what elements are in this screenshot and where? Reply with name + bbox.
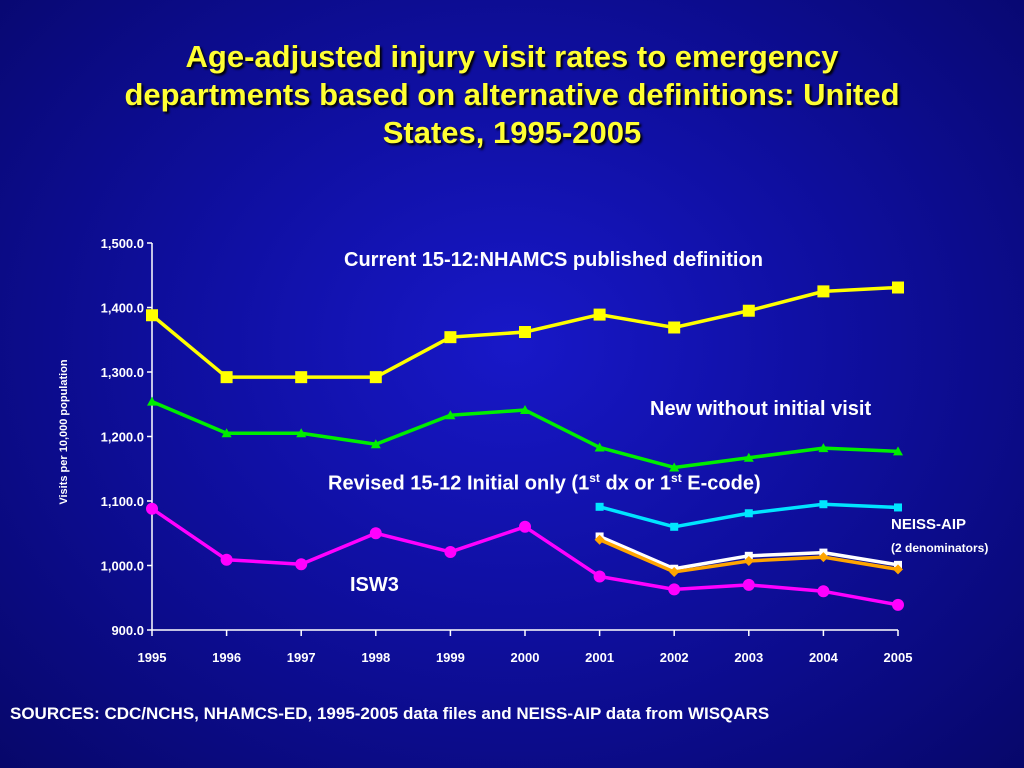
data-point [893, 564, 903, 575]
revised-sup-2: st [671, 471, 682, 485]
chart-axes: 900.0 1,000.0 1,100.0 1,200.0 1,300.0 1,400.0… [101, 236, 913, 665]
page-title: Age-adjusted injury visit rates to emerg… [60, 38, 964, 152]
data-point [669, 462, 680, 472]
data-point [593, 308, 606, 321]
data-point [370, 439, 381, 449]
data-point [817, 585, 830, 598]
data-point [296, 428, 307, 438]
data-point [669, 566, 680, 577]
data-point [742, 304, 755, 317]
series-2 [147, 396, 903, 472]
series-3 [146, 502, 904, 611]
data-point [147, 396, 157, 406]
y-tick-label: 1,400.0 [101, 301, 144, 316]
chart-series [146, 281, 904, 611]
data-point [818, 552, 829, 563]
data-point [444, 331, 457, 344]
revised-text-3: E-code) [681, 472, 761, 495]
y-axis-label: Visits per 10,000 population [58, 359, 70, 505]
series-4 [595, 500, 902, 531]
data-point [894, 503, 902, 512]
x-tick-label: 1996 [212, 650, 241, 665]
data-point [893, 446, 903, 456]
y-tick-label: 900.0 [111, 623, 144, 638]
y-tick-label: 1,200.0 [101, 430, 144, 445]
data-point [818, 443, 829, 453]
sources-footnote: SOURCES: CDC/NCHS, NHAMCS-ED, 1995-2005 … [10, 704, 770, 723]
x-tick-label: 1995 [138, 650, 167, 665]
data-point [146, 502, 158, 515]
title-line-1: Age-adjusted injury visit rates to emerg… [185, 39, 839, 74]
y-tick-label: 1,100.0 [101, 494, 144, 509]
data-point [593, 570, 606, 583]
data-point [445, 410, 456, 420]
y-tick-label: 1,500.0 [101, 236, 144, 251]
data-point [595, 502, 604, 511]
data-point [892, 281, 904, 294]
revised-text-2: dx or 1 [599, 472, 672, 495]
revised-text-1: Revised 15-12 Initial only (1 [328, 472, 590, 495]
data-point [744, 509, 753, 518]
series-6 [594, 534, 903, 577]
data-point [594, 534, 605, 545]
x-tick-label: 2004 [809, 650, 839, 665]
data-point [819, 500, 828, 509]
x-tick-label: 2002 [660, 650, 689, 665]
y-tick-label: 1,000.0 [101, 559, 144, 574]
data-point [668, 583, 681, 596]
label-current-definition: Current 15-12:NHAMCS published definitio… [344, 249, 763, 271]
data-point [892, 598, 904, 611]
title-line-2: departments based on alternative definit… [124, 77, 900, 112]
data-point [668, 321, 681, 334]
label-isw3: ISW3 [350, 574, 399, 596]
x-tick-label: 1999 [436, 650, 465, 665]
x-tick-label: 2001 [585, 650, 614, 665]
x-tick-label: 2003 [734, 650, 763, 665]
data-point [594, 442, 605, 452]
x-tick-label: 2000 [511, 650, 540, 665]
x-tick-label: 1998 [361, 650, 390, 665]
data-point [221, 428, 232, 438]
revised-sup-1: st [589, 471, 600, 485]
data-point [220, 371, 233, 384]
data-point [742, 578, 755, 591]
data-point [519, 326, 531, 339]
data-point [670, 522, 679, 531]
title-line-3: States, 1995-2005 [382, 115, 642, 150]
data-point [743, 452, 754, 462]
data-point [146, 309, 158, 322]
data-point [444, 545, 457, 558]
series-1 [146, 281, 904, 384]
data-point [744, 551, 753, 560]
label-new-without-initial-visit: New without initial visit [650, 398, 872, 420]
label-neiss-denominators: (2 denominators) [891, 541, 989, 555]
y-tick-label: 1,300.0 [101, 365, 144, 380]
data-point [295, 371, 308, 384]
data-point [295, 558, 308, 571]
x-tick-label: 1997 [287, 650, 316, 665]
x-tick-label: 2005 [884, 650, 913, 665]
data-point [369, 371, 382, 384]
label-revised-initial-only: Revised 15-12 Initial only (1st dx or 1s… [328, 471, 761, 496]
data-point [369, 527, 382, 540]
data-point [220, 553, 233, 566]
data-point [519, 520, 531, 533]
series-5 [595, 532, 902, 573]
data-point [817, 285, 830, 298]
data-point [743, 555, 754, 566]
data-point [520, 405, 530, 415]
label-neiss-aip: NEISS-AIP [891, 516, 967, 533]
